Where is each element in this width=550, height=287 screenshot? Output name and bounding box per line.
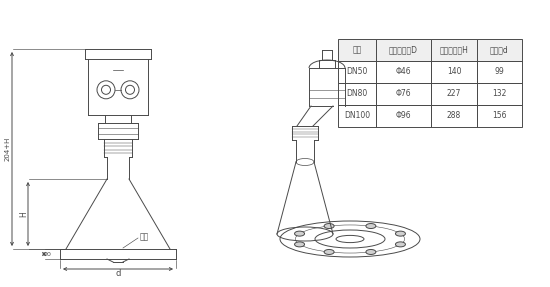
Text: 227: 227 (447, 90, 461, 98)
Bar (338, 105, 376, 127)
Ellipse shape (324, 224, 334, 228)
Bar (431, 105, 477, 127)
Text: 99: 99 (494, 67, 504, 77)
Bar (431, 39, 477, 61)
Bar (338, 39, 376, 61)
Text: 156: 156 (492, 112, 507, 121)
Text: 法兰: 法兰 (140, 232, 149, 241)
Text: 204+H: 204+H (5, 137, 11, 161)
Ellipse shape (366, 249, 376, 255)
Text: H: H (19, 211, 29, 217)
Bar (338, 61, 376, 83)
Text: DN50: DN50 (346, 67, 368, 77)
Bar (477, 61, 522, 83)
Ellipse shape (295, 231, 305, 236)
Text: 喇叭口高度H: 喇叭口高度H (439, 46, 469, 55)
Ellipse shape (324, 249, 334, 255)
Text: 喇叭口直径D: 喇叭口直径D (389, 46, 418, 55)
Ellipse shape (395, 242, 405, 247)
Text: 132: 132 (492, 90, 507, 98)
Bar (338, 83, 376, 105)
Text: 140: 140 (447, 67, 461, 77)
Text: 法兰: 法兰 (353, 46, 362, 55)
Bar (376, 105, 431, 127)
Text: DN80: DN80 (346, 90, 367, 98)
Text: 四氟盘d: 四氟盘d (490, 46, 509, 55)
Text: Φ46: Φ46 (395, 67, 411, 77)
Text: d: d (116, 269, 120, 278)
Ellipse shape (295, 242, 305, 247)
Text: Φ96: Φ96 (395, 112, 411, 121)
Ellipse shape (366, 224, 376, 228)
Bar (376, 61, 431, 83)
Text: Φ76: Φ76 (395, 90, 411, 98)
Bar (477, 83, 522, 105)
Bar (477, 39, 522, 61)
Bar (477, 105, 522, 127)
Bar (431, 83, 477, 105)
Bar (376, 39, 431, 61)
Text: 288: 288 (447, 112, 461, 121)
Bar (376, 83, 431, 105)
Ellipse shape (395, 231, 405, 236)
Text: 20: 20 (43, 251, 51, 257)
Text: DN100: DN100 (344, 112, 370, 121)
Bar (431, 61, 477, 83)
